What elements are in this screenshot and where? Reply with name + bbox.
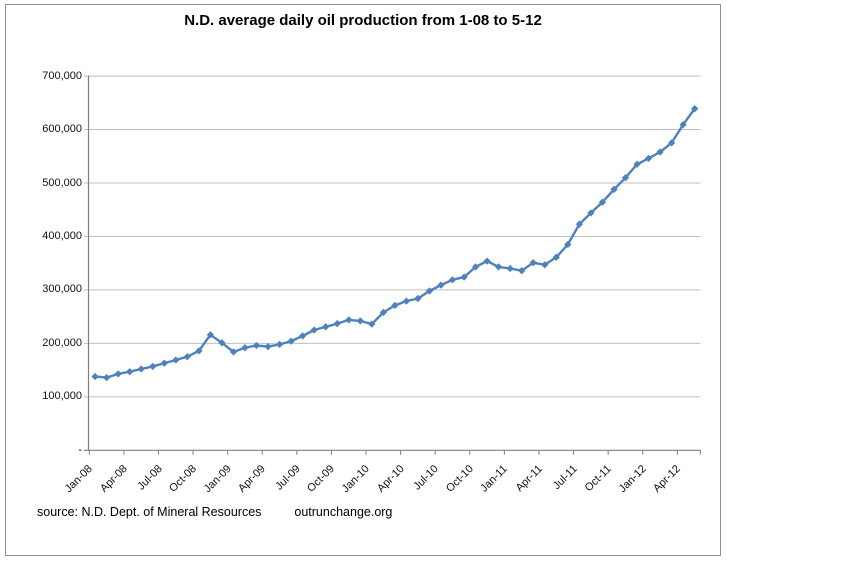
site-text: outrunchange.org	[294, 505, 393, 519]
y-tick-label: 400,000	[42, 230, 82, 242]
y-tick-label: 200,000	[42, 336, 82, 349]
y-tick-label: 500,000	[42, 176, 82, 189]
series-markers	[91, 104, 699, 382]
chart-title: N.D. average daily oil production from 1…	[184, 12, 542, 29]
source-note: source: N.D. Dept. of Mineral Resources o…	[37, 505, 392, 519]
production-series-line	[93, 107, 696, 379]
source-text: source: N.D. Dept. of Mineral Resources	[37, 505, 262, 519]
y-tick-label: 100,000	[42, 390, 82, 403]
y-tick-label: 300,000	[42, 283, 82, 296]
y-tick-label: -	[78, 443, 82, 456]
chart-border-box	[5, 4, 721, 556]
y-tick-label: 700,000	[42, 69, 82, 82]
y-tick-label: 600,000	[42, 123, 82, 135]
